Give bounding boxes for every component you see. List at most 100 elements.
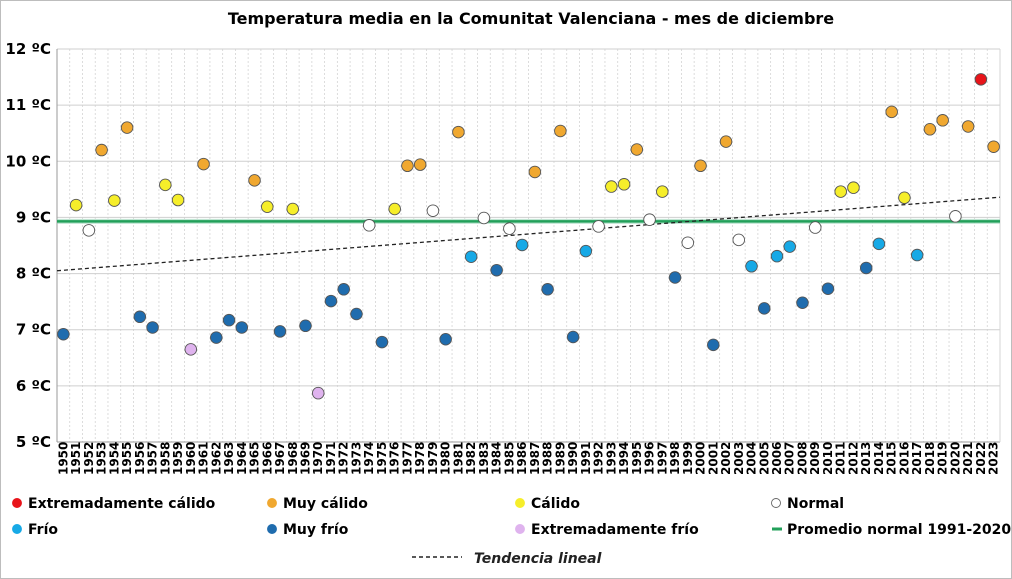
x-tick-label: 1952 — [82, 442, 96, 475]
x-tick-label: 1959 — [171, 442, 185, 475]
data-point-2018 — [923, 123, 937, 136]
data-point-1999 — [681, 236, 695, 249]
y-tick-label: 11 ºC — [5, 96, 51, 114]
legend-marker-extremadamente_frio — [515, 524, 525, 534]
x-tick-label: 1953 — [95, 442, 109, 475]
data-points — [57, 73, 1000, 400]
data-point-2022 — [974, 73, 988, 86]
chart-title: Temperatura media en la Comunitat Valenc… — [228, 9, 834, 28]
data-point-1969 — [299, 319, 312, 333]
data-point-1961 — [197, 157, 210, 171]
data-point-1963 — [222, 313, 236, 327]
data-point-1981 — [452, 125, 465, 139]
data-point-1976 — [388, 202, 401, 216]
data-point-1994 — [617, 178, 631, 191]
x-tick-label: 2019 — [936, 442, 950, 475]
x-tick-label: 2012 — [846, 442, 860, 475]
data-point-2007 — [783, 240, 796, 253]
data-point-1985 — [503, 222, 516, 235]
y-tick-label: 7 ºC — [16, 321, 51, 339]
legend-marker-muy_calido — [267, 498, 277, 508]
data-point-2013 — [859, 261, 873, 275]
data-point-1988 — [541, 283, 554, 296]
x-tick-label: 1969 — [298, 442, 312, 475]
legend-label-normal: Normal — [787, 496, 844, 512]
x-tick-label: 1982 — [464, 442, 478, 475]
legend-label-muy_calido: Muy cálido — [283, 496, 368, 512]
x-tick-label: 1979 — [426, 442, 440, 475]
data-point-1983 — [477, 211, 491, 225]
x-tick-label: 1963 — [222, 442, 236, 475]
x-tick-label: 2014 — [872, 442, 886, 475]
data-point-1979 — [426, 204, 440, 217]
legend-label-promedio: Promedio normal 1991-2020 — [787, 522, 1011, 538]
x-tick-label: 2001 — [706, 442, 720, 475]
data-point-1962 — [210, 331, 223, 344]
data-point-1986 — [515, 238, 529, 252]
x-tick-label: 1985 — [502, 442, 516, 475]
data-point-1957 — [146, 321, 159, 334]
x-tick-label: 2011 — [834, 442, 848, 475]
x-tick-label: 1977 — [400, 442, 414, 475]
x-tick-label: 2005 — [757, 442, 771, 475]
x-tick-label: 2016 — [897, 442, 911, 475]
legend: Extremadamente cálido Muy cálido Cálido Nor… — [12, 496, 1011, 567]
x-tick-label: 1988 — [541, 442, 555, 475]
x-tick-label: 2003 — [732, 442, 746, 475]
x-tick-label: 1989 — [553, 442, 567, 475]
data-point-1970 — [311, 386, 325, 400]
data-point-2023 — [987, 140, 1000, 153]
x-tick-label: 1978 — [413, 442, 427, 475]
x-tick-label: 2015 — [885, 442, 899, 475]
legend-label-frio: Frío — [28, 522, 58, 538]
x-tick-label: 1991 — [579, 442, 593, 475]
x-tick-label: 2020 — [948, 442, 962, 475]
data-point-2011 — [834, 185, 847, 198]
legend-label-extremadamente_calido: Extremadamente cálido — [28, 496, 216, 512]
x-tick-label: 2006 — [770, 442, 784, 475]
data-point-1968 — [286, 202, 300, 216]
axes — [56, 49, 1001, 443]
data-point-1966 — [261, 200, 274, 214]
x-tick-label: 1957 — [146, 442, 160, 475]
data-point-1984 — [490, 263, 503, 277]
data-point-1987 — [528, 165, 542, 179]
data-point-2017 — [910, 248, 924, 262]
data-point-1955 — [120, 121, 134, 134]
x-tick-label: 1990 — [566, 442, 580, 475]
data-point-1959 — [171, 193, 185, 207]
data-point-1960 — [184, 343, 198, 356]
legend-marker-frio — [12, 524, 22, 534]
data-point-1967 — [273, 325, 287, 338]
x-tick-label: 1967 — [273, 442, 287, 475]
data-point-2002 — [719, 135, 733, 148]
data-point-1989 — [554, 124, 567, 138]
x-tick-label: 1994 — [617, 442, 631, 475]
x-tick-label: 1981 — [451, 442, 465, 475]
legend-marker-muy_frio — [267, 524, 277, 534]
x-tick-label: 1950 — [56, 442, 70, 475]
x-tick-label: 1984 — [490, 442, 504, 475]
x-tick-label: 1980 — [439, 442, 453, 475]
x-tick-label: 2022 — [974, 442, 988, 475]
trend-line — [56, 196, 1001, 272]
data-point-2006 — [770, 249, 784, 263]
data-point-1975 — [375, 335, 389, 349]
x-tick-label: 1954 — [107, 442, 121, 475]
x-tick-label: 2021 — [961, 442, 975, 475]
data-point-2014 — [872, 237, 886, 251]
x-tick-labels: 1950195119521953195419551956195719581959… — [56, 442, 1000, 475]
x-tick-label: 1986 — [515, 442, 529, 475]
x-tick-label: 1972 — [337, 442, 351, 475]
data-point-1982 — [464, 250, 478, 263]
x-tick-label: 1971 — [324, 442, 338, 475]
x-tick-label: 2009 — [808, 442, 822, 475]
legend-marker-normal — [771, 498, 781, 508]
data-point-1977 — [401, 159, 414, 173]
data-point-1974 — [362, 219, 376, 232]
data-point-1973 — [350, 307, 363, 321]
data-point-1950 — [57, 327, 70, 341]
x-tick-label: 1966 — [260, 442, 274, 475]
